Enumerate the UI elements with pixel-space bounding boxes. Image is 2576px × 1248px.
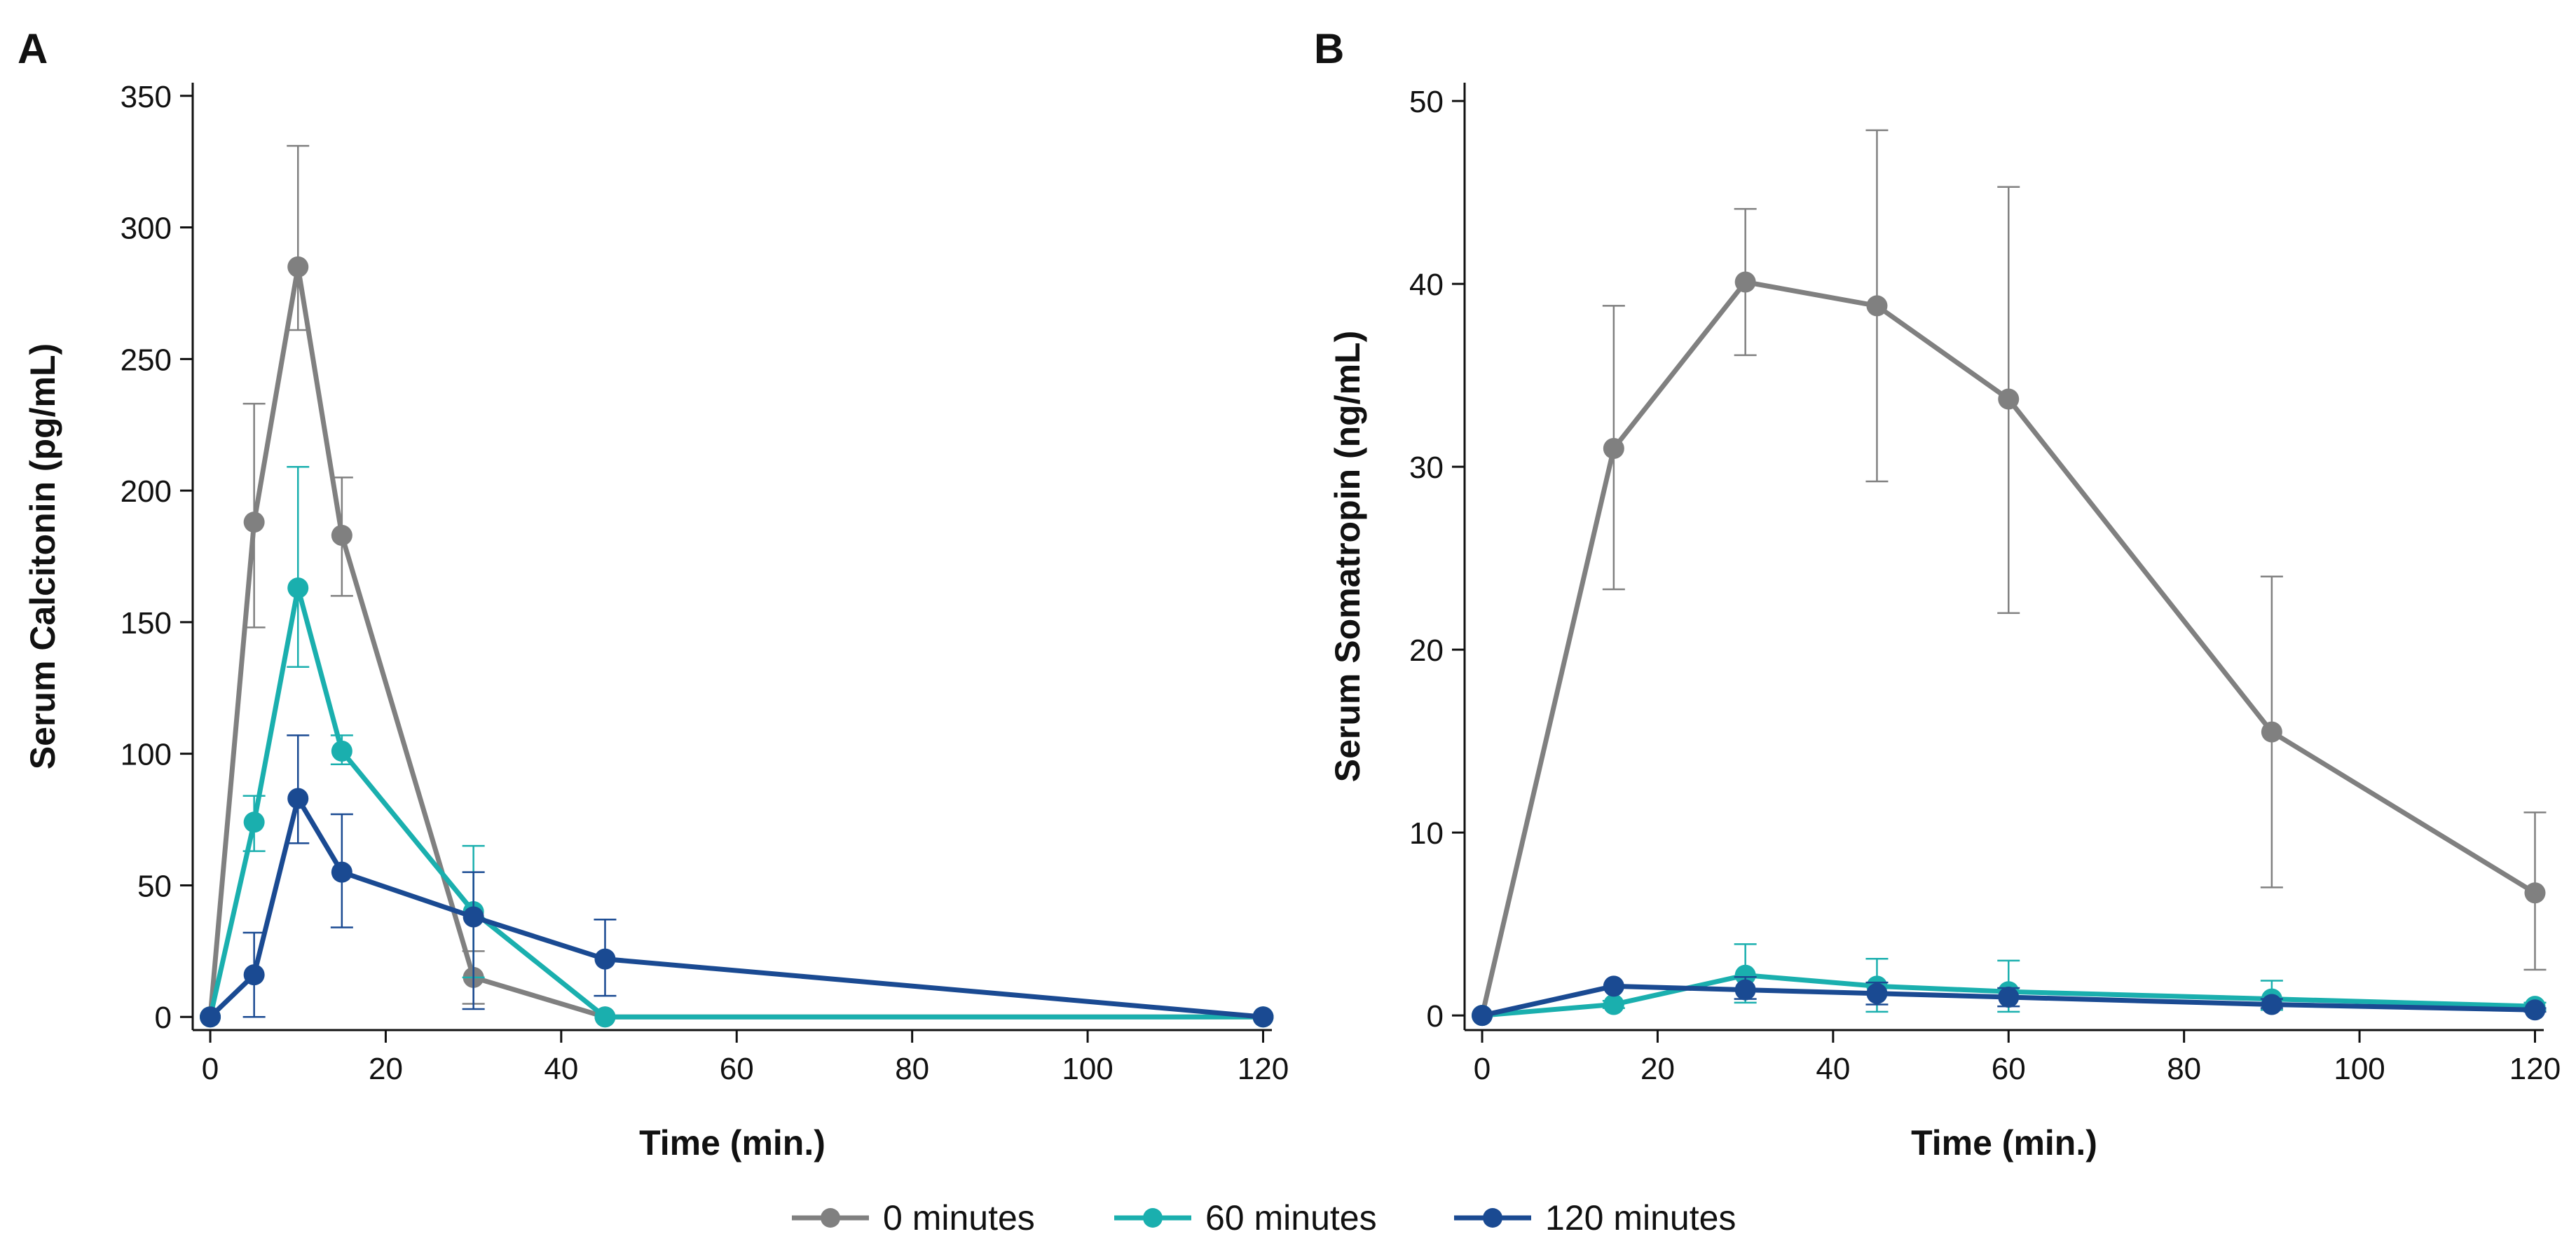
data-point xyxy=(331,740,352,762)
data-point xyxy=(243,512,265,533)
data-point xyxy=(2261,994,2282,1015)
x-tick-label: 20 xyxy=(1640,1052,1675,1086)
data-point xyxy=(243,811,265,833)
data-point xyxy=(287,256,309,277)
y-axis-title: Serum Calcitonin (pg/mL) xyxy=(23,343,62,769)
y-axis-title: Serum Somatropin (ng/mL) xyxy=(1328,331,1367,782)
x-tick-label: 80 xyxy=(895,1052,929,1086)
data-point xyxy=(1734,271,1756,293)
x-tick-label: 100 xyxy=(2334,1052,2385,1086)
legend: 0 minutes 60 minutes 120 minutes xyxy=(792,1198,1736,1237)
series-60-minutes xyxy=(200,466,1274,1028)
data-point xyxy=(1252,1006,1274,1028)
y-tick-label: 0 xyxy=(1427,999,1444,1034)
legend-marker xyxy=(1483,1208,1502,1228)
data-point xyxy=(463,906,484,928)
series-120-minutes xyxy=(1472,975,2547,1027)
x-tick-label: 40 xyxy=(1816,1052,1850,1086)
data-point xyxy=(2524,882,2546,904)
y-tick-label: 50 xyxy=(137,869,172,903)
y-tick-label: 50 xyxy=(1409,85,1444,119)
x-tick-label: 0 xyxy=(202,1052,219,1086)
series-line xyxy=(207,264,1263,1020)
legend-marker xyxy=(821,1208,840,1228)
data-point xyxy=(1734,964,1756,986)
series-0-minutes xyxy=(200,144,1274,1028)
data-point xyxy=(331,524,352,546)
panel-letter: B xyxy=(1314,25,1344,72)
y-tick-label: 0 xyxy=(155,1001,172,1035)
x-tick-label: 100 xyxy=(1062,1052,1113,1086)
y-tick-label: 100 xyxy=(121,738,172,772)
y-tick-label: 150 xyxy=(121,606,172,640)
x-tick-label: 0 xyxy=(1474,1052,1491,1086)
y-tick-label: 200 xyxy=(121,474,172,509)
y-tick-label: 10 xyxy=(1409,816,1444,851)
legend-label: 120 minutes xyxy=(1545,1198,1736,1237)
x-axis-title: Time (min.) xyxy=(639,1123,825,1163)
data-point xyxy=(1603,994,1624,1015)
legend-label: 0 minutes xyxy=(883,1198,1035,1237)
y-tick-label: 20 xyxy=(1409,633,1444,668)
panel-b-somatropin-chart: B 0 20 40 60 80 100 120 0 10 20 30 40 50 Time (min.) Se… xyxy=(1314,25,2561,1163)
x-tick-label: 60 xyxy=(720,1052,754,1086)
legend-item: 0 minutes xyxy=(792,1198,1035,1237)
data-point xyxy=(1603,975,1624,997)
data-point xyxy=(287,577,309,599)
data-point xyxy=(1866,295,1888,317)
y-tick-label: 300 xyxy=(121,212,172,246)
data-point xyxy=(594,948,616,970)
series-120-minutes xyxy=(200,734,1274,1028)
data-point xyxy=(1734,979,1756,1001)
series-line xyxy=(208,796,1263,1020)
y-tick-label: 30 xyxy=(1409,451,1444,485)
data-point xyxy=(200,1006,221,1028)
x-tick-label: 120 xyxy=(2509,1052,2561,1086)
data-point xyxy=(331,861,352,883)
legend-label: 60 minutes xyxy=(1205,1198,1377,1237)
x-tick-label: 80 xyxy=(2167,1052,2201,1086)
x-axis-title: Time (min.) xyxy=(1911,1123,2097,1163)
data-point xyxy=(2261,721,2282,743)
data-point xyxy=(1472,1005,1493,1027)
x-tick-label: 120 xyxy=(1238,1052,1289,1086)
data-point xyxy=(287,788,309,809)
legend-item: 120 minutes xyxy=(1454,1198,1736,1237)
data-point xyxy=(1603,438,1624,460)
panel-letter: A xyxy=(18,25,48,72)
x-tick-label: 40 xyxy=(544,1052,578,1086)
y-tick-label: 250 xyxy=(121,343,172,377)
series-0-minutes xyxy=(1472,129,2547,1027)
data-point xyxy=(1998,987,2020,1008)
data-point xyxy=(1866,982,1888,1004)
data-point xyxy=(1998,388,2020,410)
series-line xyxy=(207,585,1263,1020)
y-tick-label: 40 xyxy=(1409,268,1444,302)
data-point xyxy=(2524,999,2546,1021)
legend-item: 60 minutes xyxy=(1114,1198,1377,1237)
data-point xyxy=(594,1006,616,1028)
legend-marker xyxy=(1143,1208,1163,1228)
data-point xyxy=(243,964,265,986)
panel-a-calcitonin-chart: A 0 20 40 60 80 100 120 0 50 100 150 200 250 300 350 Tim… xyxy=(18,25,1289,1163)
y-tick-label: 350 xyxy=(121,80,172,114)
x-tick-label: 60 xyxy=(1992,1052,2026,1086)
x-tick-label: 20 xyxy=(369,1052,403,1086)
